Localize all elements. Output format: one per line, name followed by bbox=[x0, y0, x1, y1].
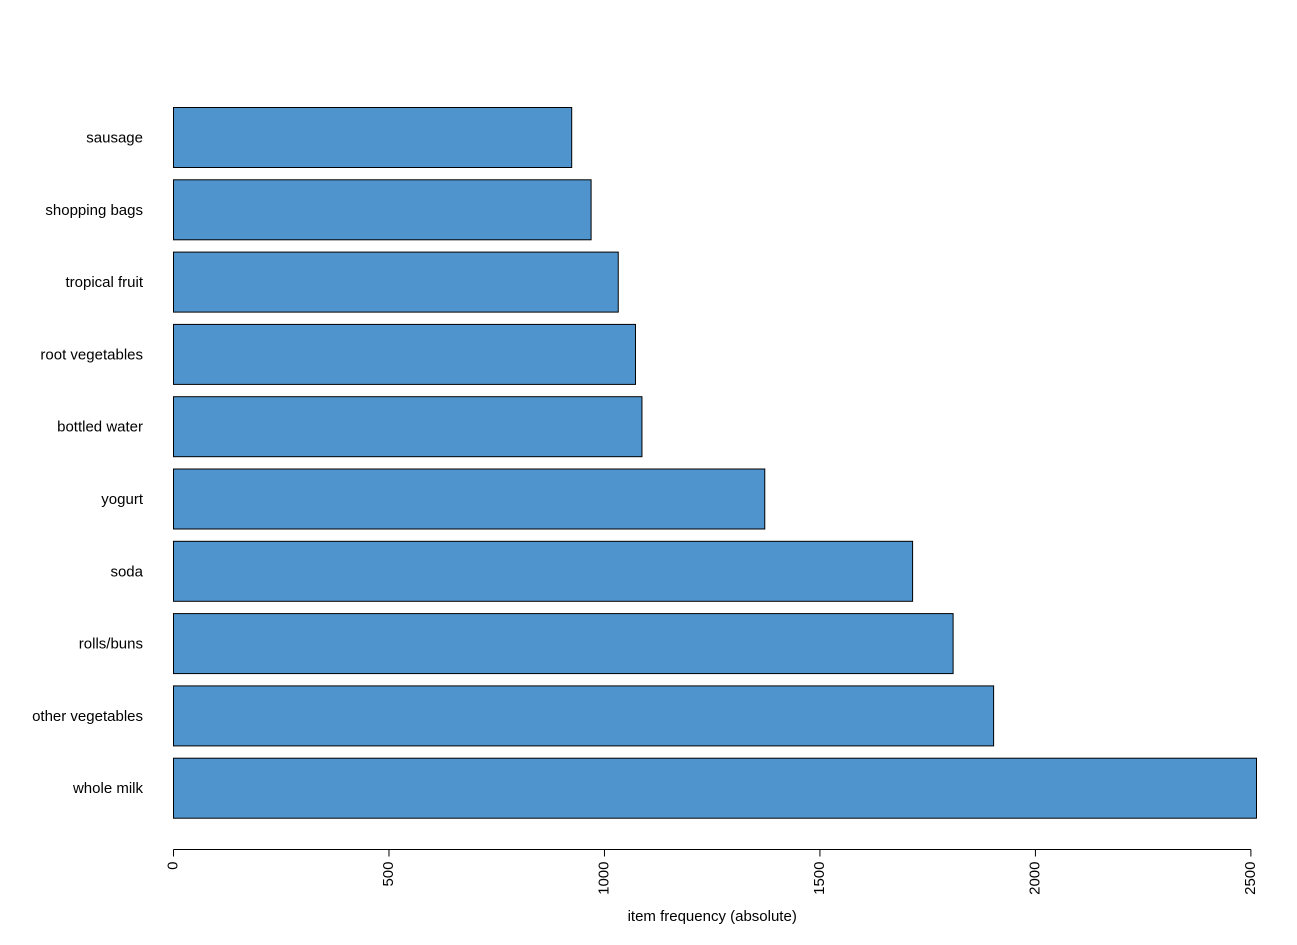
bar-whole-milk bbox=[173, 757, 1257, 819]
category-label: other vegetables bbox=[32, 708, 143, 725]
bar-sausage bbox=[173, 107, 573, 168]
x-axis: 0 500 1000 1500 2000 2500 bbox=[164, 849, 1259, 895]
x-tick-label: 500 bbox=[380, 862, 397, 887]
category-label: rolls/buns bbox=[79, 636, 143, 653]
category-label: root vegetables bbox=[40, 346, 143, 363]
x-tick-label: 1500 bbox=[811, 862, 828, 895]
category-label: sausage bbox=[86, 130, 143, 147]
bar-root-vegetables bbox=[173, 323, 636, 385]
x-axis-title: item frequency (absolute) bbox=[628, 908, 797, 925]
x-tick-label: 0 bbox=[164, 862, 181, 870]
x-tick-label: 2500 bbox=[1242, 862, 1259, 895]
bar-yogurt bbox=[173, 468, 766, 530]
category-labels-group: whole milk other vegetables rolls/buns soda… bbox=[32, 130, 144, 798]
bars-group bbox=[173, 107, 1257, 819]
bar-soda bbox=[173, 540, 914, 602]
category-label: whole milk bbox=[72, 780, 144, 797]
bar-tropical-fruit bbox=[173, 251, 619, 313]
category-label: bottled water bbox=[57, 419, 143, 436]
bar-rolls-buns bbox=[173, 613, 954, 675]
bar-bottled-water bbox=[173, 396, 643, 458]
category-label: shopping bags bbox=[45, 202, 143, 219]
bar-shopping-bags bbox=[173, 179, 592, 241]
bar-other-vegetables bbox=[173, 685, 995, 747]
x-tick-label: 2000 bbox=[1026, 862, 1043, 895]
category-label: tropical fruit bbox=[65, 274, 143, 291]
category-label: yogurt bbox=[101, 491, 144, 508]
category-label: soda bbox=[110, 563, 143, 580]
x-tick-label: 1000 bbox=[595, 862, 612, 895]
